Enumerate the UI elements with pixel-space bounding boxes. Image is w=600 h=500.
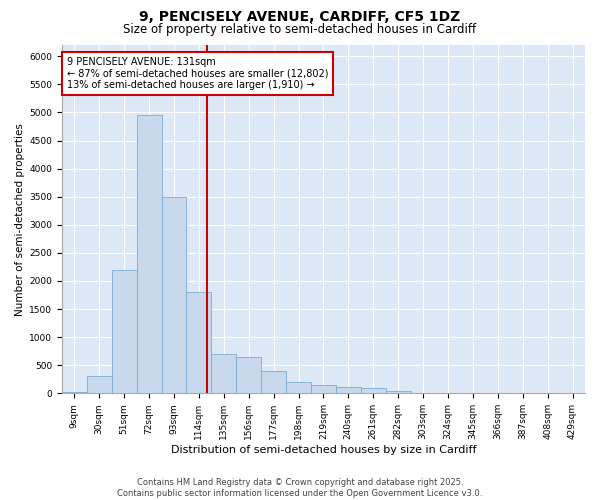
Bar <box>261 371 286 394</box>
Bar <box>286 382 311 394</box>
Text: Contains HM Land Registry data © Crown copyright and database right 2025.
Contai: Contains HM Land Registry data © Crown c… <box>118 478 482 498</box>
Y-axis label: Number of semi-detached properties: Number of semi-detached properties <box>15 122 25 316</box>
Bar <box>361 388 386 394</box>
Text: 9 PENCISELY AVENUE: 131sqm
← 87% of semi-detached houses are smaller (12,802)
13: 9 PENCISELY AVENUE: 131sqm ← 87% of semi… <box>67 57 329 90</box>
Bar <box>386 391 410 394</box>
Bar <box>87 376 112 394</box>
Bar <box>236 357 261 394</box>
Bar <box>62 392 87 394</box>
X-axis label: Distribution of semi-detached houses by size in Cardiff: Distribution of semi-detached houses by … <box>170 445 476 455</box>
Bar <box>311 385 336 394</box>
Bar <box>211 354 236 394</box>
Bar <box>137 115 161 394</box>
Text: 9, PENCISELY AVENUE, CARDIFF, CF5 1DZ: 9, PENCISELY AVENUE, CARDIFF, CF5 1DZ <box>139 10 461 24</box>
Bar <box>336 386 361 394</box>
Bar <box>187 292 211 394</box>
Bar <box>161 196 187 394</box>
Bar <box>410 393 436 394</box>
Text: Size of property relative to semi-detached houses in Cardiff: Size of property relative to semi-detach… <box>124 22 476 36</box>
Bar <box>112 270 137 394</box>
